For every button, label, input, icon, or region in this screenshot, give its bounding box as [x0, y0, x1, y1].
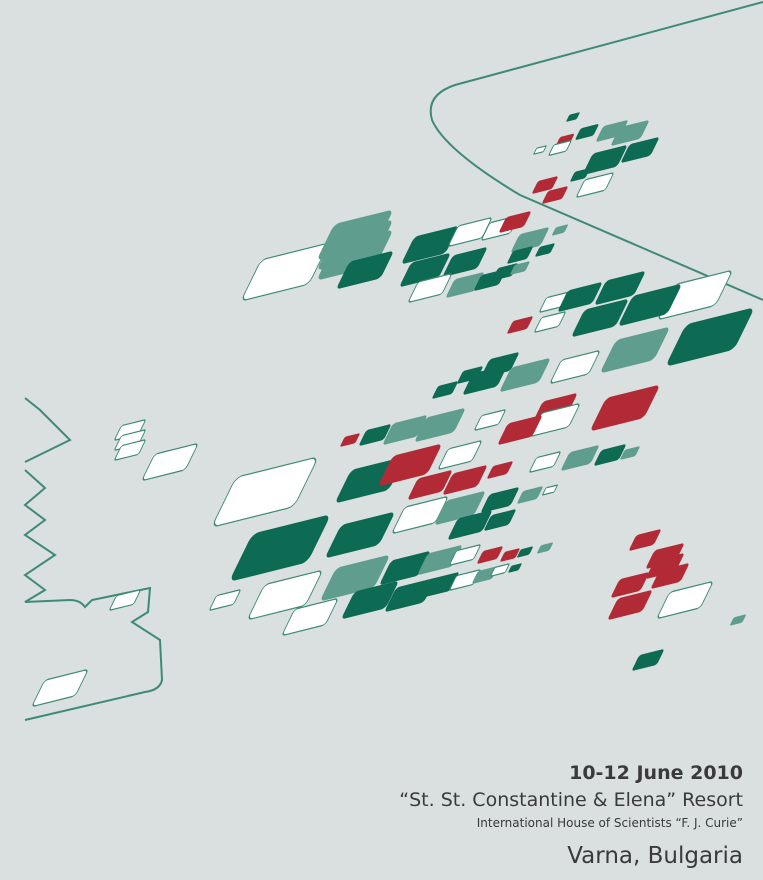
- institution: International House of Scientists “F. J.…: [477, 816, 743, 830]
- page: Poster {"event": {"date": "10-12 June 20…: [0, 0, 763, 880]
- date: 10-12 June 2010: [569, 762, 743, 784]
- body: 10-12 June 2010 “St. St. Constantine & E…: [0, 0, 763, 880]
- venue: “St. St. Constantine & Elena” Resort: [399, 789, 743, 811]
- city: Varna, Bulgaria: [567, 843, 743, 869]
- poster: 10-12 June 2010 “St. St. Constantine & E…: [0, 0, 763, 880]
